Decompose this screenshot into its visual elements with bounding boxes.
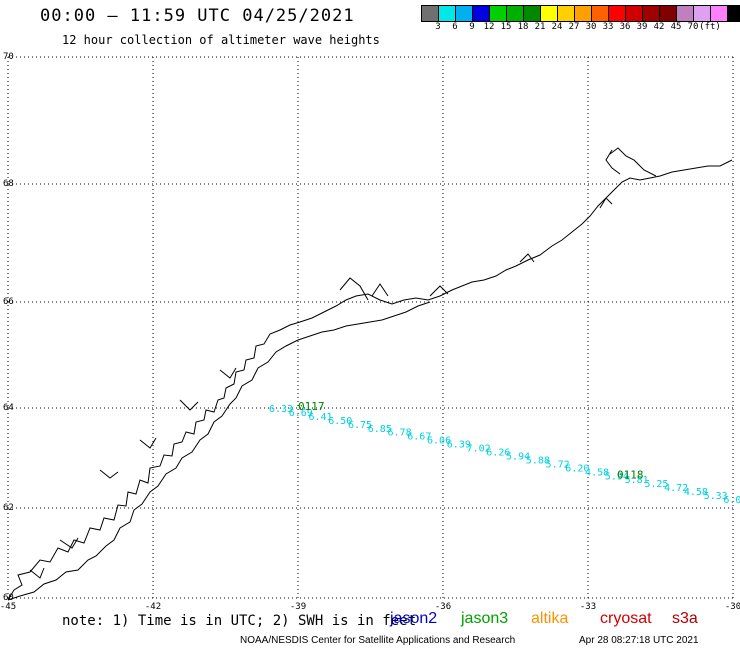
coastline-inner [7, 301, 431, 601]
swh-value: 5.72 [546, 459, 570, 470]
swh-value: 6.50 [328, 416, 352, 427]
swh-value: 6.26 [486, 448, 510, 459]
pass-label: 0118 [617, 469, 644, 482]
colorbar-swatch [541, 6, 558, 21]
colorbar-label: (ft) [699, 22, 721, 32]
lat-tick-label: 60 [3, 593, 14, 603]
lat-tick-label: 62 [3, 503, 14, 513]
colorbar-swatch [507, 6, 524, 21]
colorbar-swatch [490, 6, 507, 21]
swh-value: 5.94 [506, 451, 530, 462]
satellite-name: s3a [672, 610, 698, 627]
colorbar-swatch [558, 6, 575, 21]
colorbar-label: 42 [653, 22, 665, 32]
colorbar-swatch [728, 6, 740, 21]
swh-value: 6.07 [723, 495, 740, 506]
colorbar-label: 12 [483, 22, 495, 32]
swh-value: 4.72 [664, 483, 688, 494]
colorbar-label: 45 [670, 22, 682, 32]
lat-tick-label: 66 [3, 297, 14, 307]
colorbar-label: 27 [568, 22, 580, 32]
map-subtitle: 12 hour collection of altimeter wave hei… [62, 33, 380, 47]
swh-value: 4.58 [585, 467, 609, 478]
lon-tick-label: -30 [725, 602, 740, 612]
colorbar-label: 36 [619, 22, 631, 32]
swh-value: 6.20 [565, 463, 589, 474]
satellite-name: jason3 [461, 610, 509, 627]
colorbar-swatch [626, 6, 643, 21]
altimeter-track: 6.336.696.416.506.756.856.786.676.066.39… [269, 400, 740, 506]
swh-value: 6.75 [348, 420, 372, 431]
lat-tick-label: 68 [3, 179, 14, 189]
credit-text: NOAA/NESDIS Center for Satellite Applica… [240, 635, 516, 646]
colorbar-swatch [660, 6, 677, 21]
coastline-fjords-east [339, 147, 657, 301]
colorbar-label: 18 [517, 22, 529, 32]
colorbar-label: 6 [452, 22, 458, 32]
wave-height-colorbar [421, 5, 740, 22]
colorbar-label: 3 [435, 22, 441, 32]
swh-value: 6.85 [368, 424, 392, 435]
timestamp-text: Apr 28 08:27:18 UTC 2021 [579, 635, 699, 646]
colorbar-label: 70 [687, 22, 699, 32]
colorbar-swatch [677, 6, 694, 21]
swh-value: 5.33 [704, 491, 728, 502]
swh-value: 6.41 [309, 412, 333, 423]
lon-tick-label: -33 [580, 602, 596, 612]
colorbar-label: 9 [469, 22, 475, 32]
swh-value: 5.25 [644, 479, 668, 490]
swh-value: 6.33 [269, 404, 293, 415]
colorbar-swatch [524, 6, 541, 21]
coastline-fjords-west [29, 367, 237, 579]
swh-value: 4.58 [684, 487, 708, 498]
lon-tick-label: -45 [0, 602, 16, 612]
satellite-name: jason2 [390, 610, 438, 627]
swh-value: 7.02 [467, 444, 491, 455]
lat-tick-label: 64 [3, 403, 14, 413]
colorbar-label: 21 [534, 22, 546, 32]
map-title: 00:00 – 11:59 UTC 04/25/2021 [40, 6, 355, 26]
satellite-name: altika [531, 610, 569, 627]
lat-lon-grid: -45 -42 -39 -36 -33 -30 70 68 66 64 62 60 [0, 52, 740, 612]
colorbar-label: 33 [602, 22, 614, 32]
colorbar-swatch [711, 6, 728, 21]
footer-note: note: 1) Time is in UTC; 2) SWH is in fe… [62, 613, 417, 629]
colorbar-swatch [456, 6, 473, 21]
swh-value: 5.94 [605, 471, 629, 482]
lon-tick-label: -36 [435, 602, 451, 612]
swh-value: 6.69 [289, 408, 313, 419]
colorbar-label: 39 [636, 22, 648, 32]
colorbar-swatch [694, 6, 711, 21]
colorbar-label: 30 [585, 22, 597, 32]
colorbar-label: 24 [551, 22, 563, 32]
colorbar-swatch [422, 6, 439, 21]
colorbar-swatch [592, 6, 609, 21]
lon-tick-label: -42 [145, 602, 161, 612]
lon-tick-label: -39 [290, 602, 306, 612]
satellite-name: cryosat [600, 610, 652, 627]
greenland-coastline [7, 147, 733, 601]
colorbar-label: 15 [500, 22, 512, 32]
swh-value: 5.88 [526, 455, 550, 466]
swh-value: 6.39 [447, 440, 471, 451]
lat-tick-label: 70 [3, 52, 14, 62]
colorbar-swatch [473, 6, 490, 21]
colorbar-swatch [609, 6, 626, 21]
colorbar-swatch [575, 6, 592, 21]
colorbar-swatch [643, 6, 660, 21]
coastline-south [7, 159, 733, 601]
swh-value: 6.06 [427, 436, 451, 447]
swh-value: 6.78 [388, 428, 412, 439]
pass-label: 0117 [298, 400, 325, 413]
colorbar-swatch [439, 6, 456, 21]
swh-value: 5.81 [625, 475, 649, 486]
swh-value: 6.67 [407, 432, 431, 443]
